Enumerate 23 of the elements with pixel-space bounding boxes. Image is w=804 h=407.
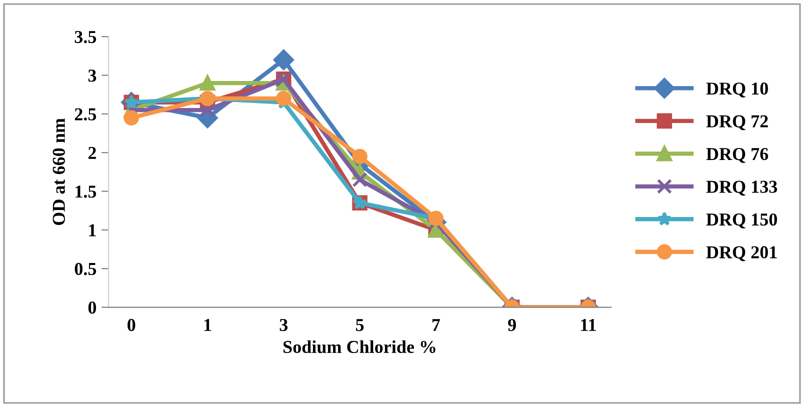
y-tick-label: 3 xyxy=(88,70,96,82)
legend-label: DRQ 72 xyxy=(706,115,768,130)
x-axis-title: Sodium Chloride % xyxy=(284,340,436,354)
legend-label: DRQ 201 xyxy=(706,246,777,262)
y-tick-label: 3.5 xyxy=(74,30,96,44)
legend-label: DRQ 133 xyxy=(706,180,778,196)
y-tick-label: 1 xyxy=(89,224,96,236)
y-tick-label: 2.5 xyxy=(74,108,96,120)
y-tick-label: 0 xyxy=(88,302,96,314)
y-tick-label: 1.5 xyxy=(76,186,96,198)
legend-label: DRQ 76 xyxy=(706,148,768,163)
x-tick-label: 0 xyxy=(128,318,136,332)
x-tick-label: 3 xyxy=(280,318,288,332)
x-tick-label: 5 xyxy=(356,319,364,332)
y-axis-title: OD at 660 nm xyxy=(52,118,65,225)
x-tick-label: 1 xyxy=(204,319,212,331)
x-tick-label: 11 xyxy=(581,319,596,331)
y-tick-label: 0.5 xyxy=(74,262,96,276)
y-tick-label: 2 xyxy=(88,146,96,159)
legend-label: DRQ 10 xyxy=(706,82,768,98)
legend-label: DRQ 150 xyxy=(706,213,777,228)
x-tick-label: 7 xyxy=(432,319,440,331)
x-tick-label: 9 xyxy=(508,318,516,332)
